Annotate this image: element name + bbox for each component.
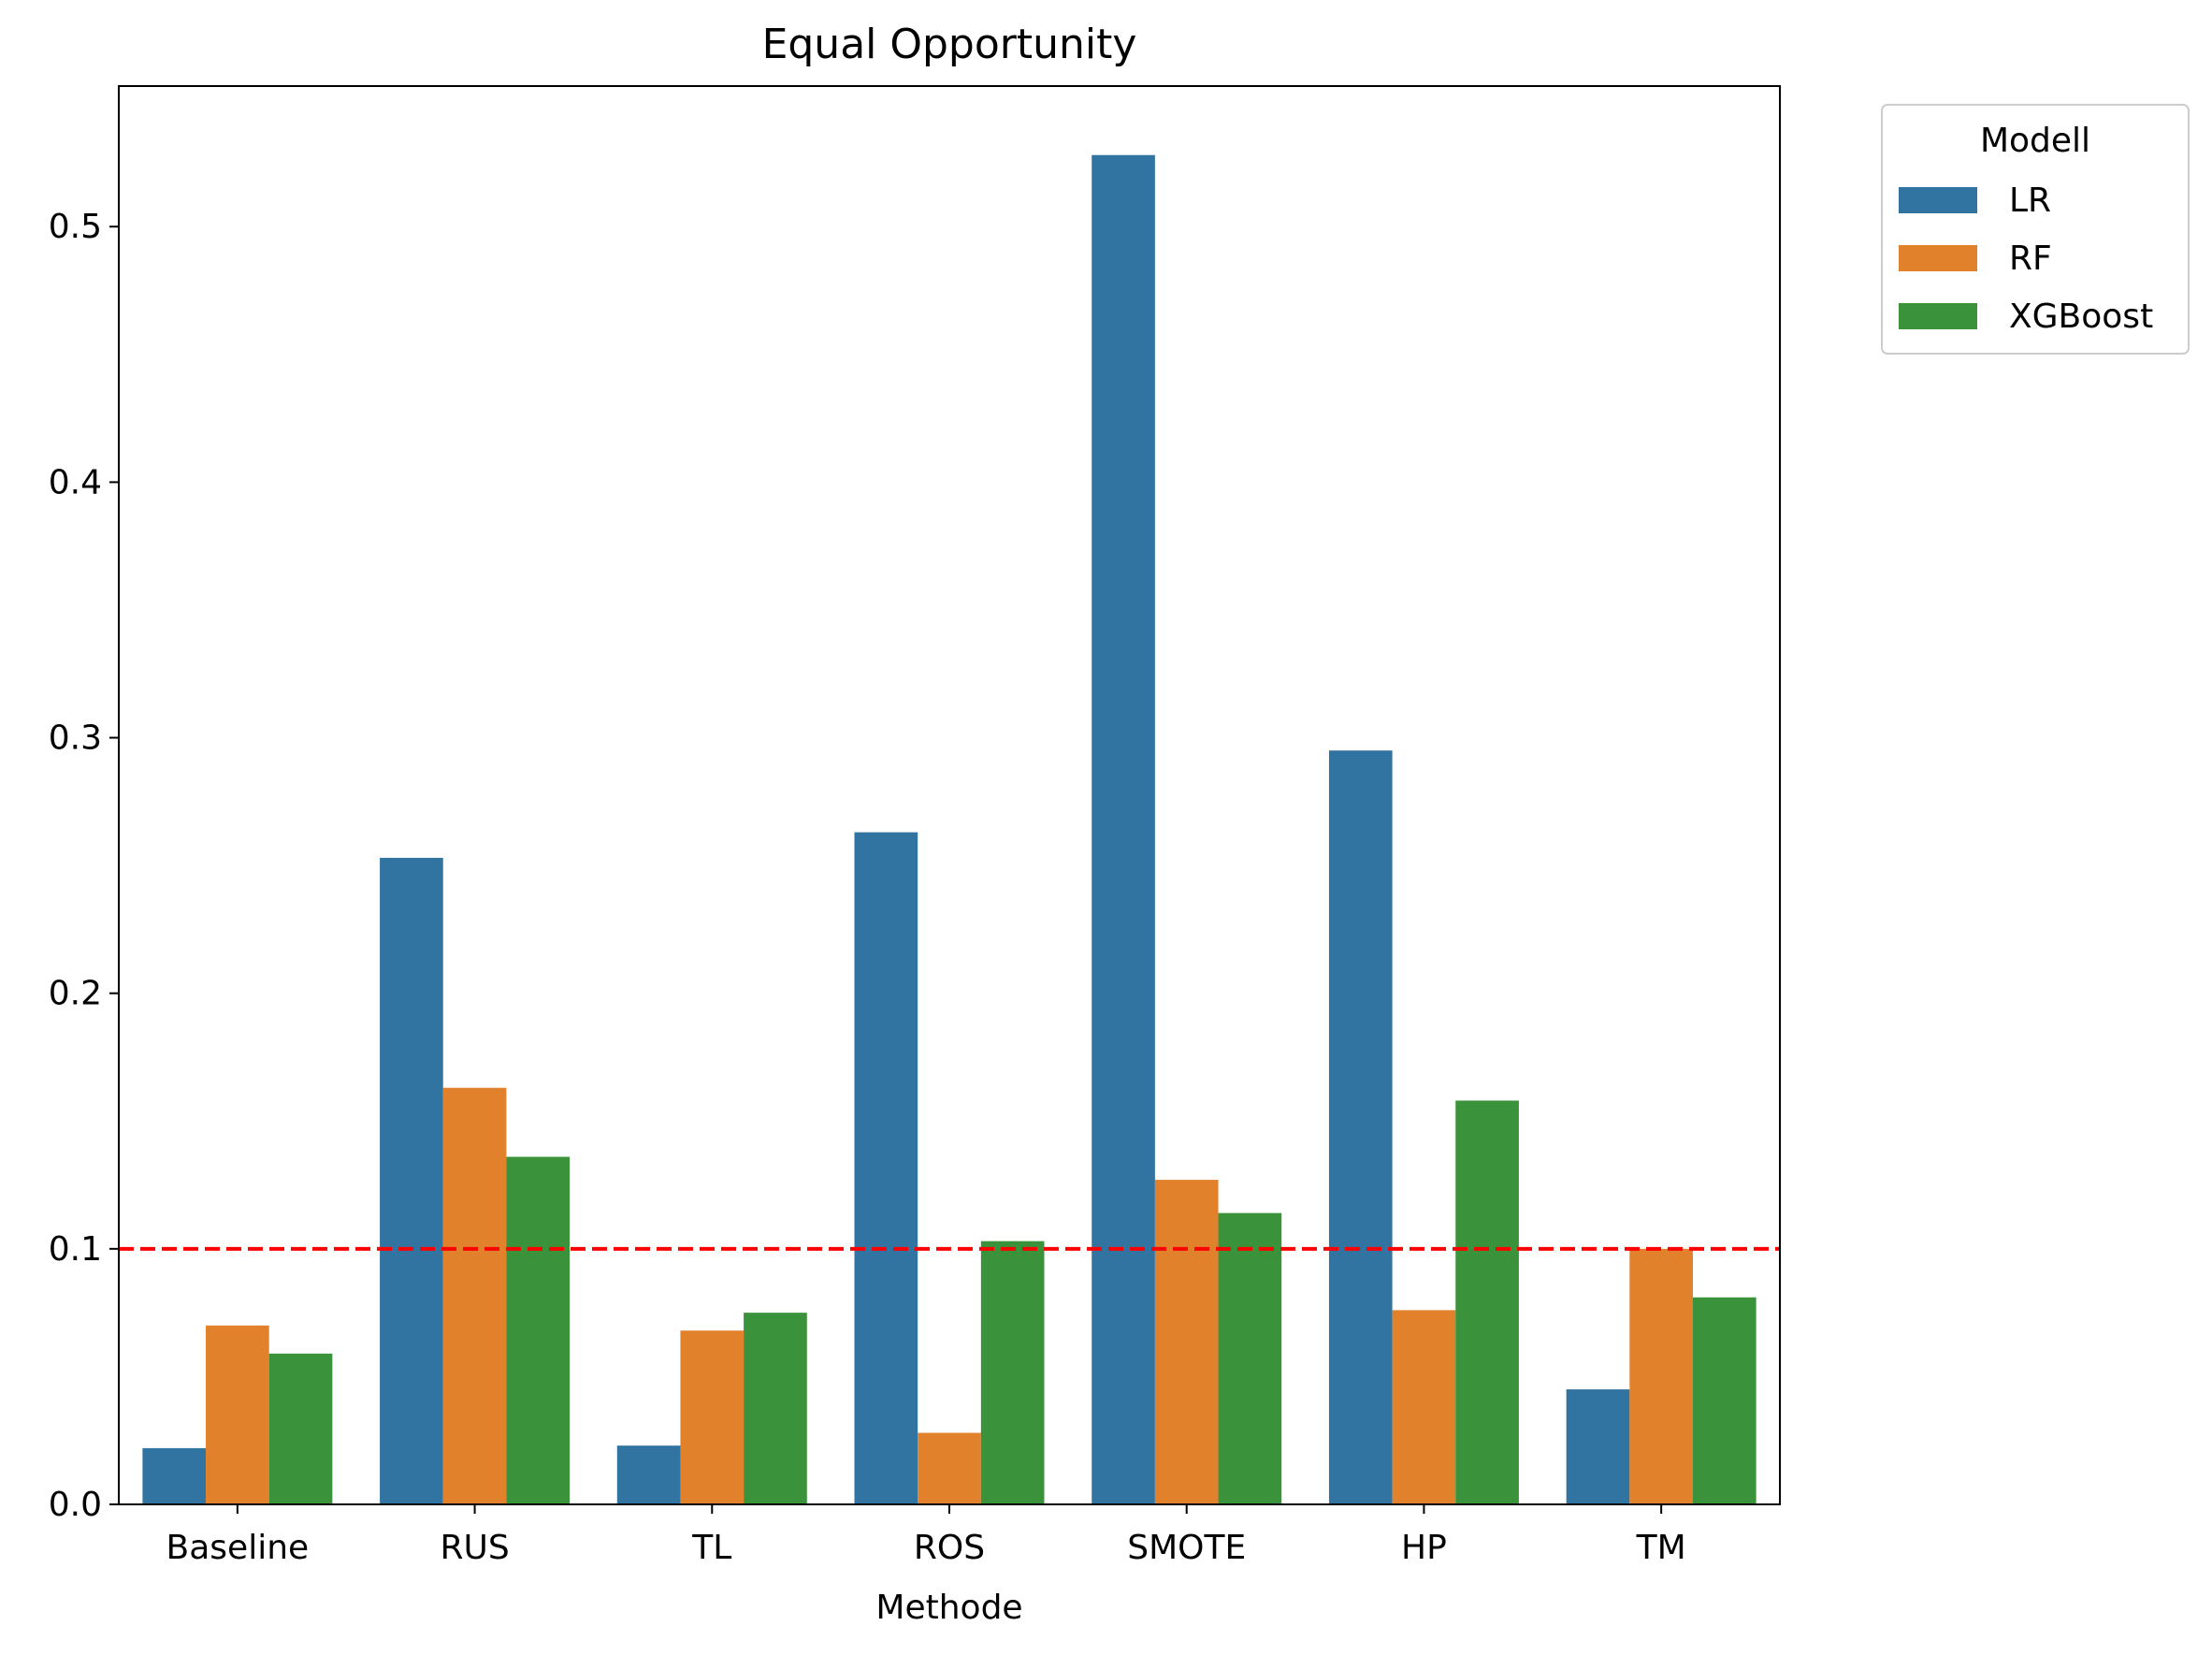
legend-swatch-xgboost [1899, 303, 1977, 329]
y-tick-label: 0.1 [49, 1230, 102, 1269]
y-tick-label: 0.5 [49, 208, 102, 246]
legend-label-rf: RF [2009, 240, 2052, 278]
bar-rus-lr [380, 857, 443, 1504]
x-axis-label: Methode [875, 1589, 1022, 1627]
legend-label-lr: LR [2009, 181, 2051, 220]
x-tick-label: HP [1401, 1529, 1447, 1567]
bar-rus-xgboost [506, 1156, 571, 1504]
x-tick-label: RUS [440, 1529, 509, 1567]
x-tick-label: Baseline [166, 1529, 310, 1567]
bar-tm-lr [1566, 1389, 1630, 1504]
bar-baseline-rf [206, 1325, 269, 1504]
chart-title: Equal Opportunity [762, 21, 1137, 68]
bar-hp-xgboost [1455, 1100, 1519, 1504]
legend-swatch-rf [1899, 245, 1977, 271]
legend: Modell LR RF XGBoost [1881, 104, 2190, 355]
x-tick-label: SMOTE [1127, 1529, 1246, 1567]
bar-tl-rf [680, 1330, 745, 1504]
bar-ros-lr [854, 832, 918, 1504]
bar-smote-rf [1154, 1180, 1219, 1504]
bar-hp-rf [1392, 1310, 1456, 1504]
bar-smote-xgboost [1218, 1212, 1282, 1504]
bar-ros-xgboost [980, 1241, 1045, 1504]
bars-layer [142, 154, 1757, 1505]
legend-title: Modell [1980, 122, 2090, 160]
bar-baseline-xgboost [268, 1353, 333, 1504]
bar-ros-rf [918, 1432, 981, 1504]
x-tick-label: ROS [914, 1529, 985, 1567]
plot-frame [118, 85, 1781, 1505]
y-tick-label: 0.4 [49, 463, 102, 501]
bar-tm-xgboost [1692, 1297, 1757, 1504]
y-tick-label: 0.0 [49, 1486, 102, 1524]
bar-smote-lr [1092, 154, 1155, 1505]
bar-rus-rf [442, 1087, 507, 1504]
axes-layer: 0.0 0.1 0.2 0.3 0.4 0.5 Baseline RUS TL ROS SMOTE H… [49, 85, 1781, 1567]
bar-tl-xgboost [744, 1313, 807, 1504]
legend-swatch-lr [1899, 187, 1977, 213]
legend-label-xgboost: XGBoost [2009, 298, 2153, 336]
bar-baseline-lr [142, 1447, 207, 1504]
x-tick-label: TL [691, 1529, 731, 1567]
y-tick-label: 0.2 [49, 975, 102, 1013]
bar-tm-rf [1629, 1248, 1693, 1504]
y-tick-label: 0.3 [49, 719, 102, 758]
bar-hp-lr [1328, 750, 1393, 1504]
bar-tl-lr [616, 1445, 681, 1504]
x-tick-label: TM [1636, 1529, 1686, 1567]
legend-box [1881, 104, 2190, 355]
